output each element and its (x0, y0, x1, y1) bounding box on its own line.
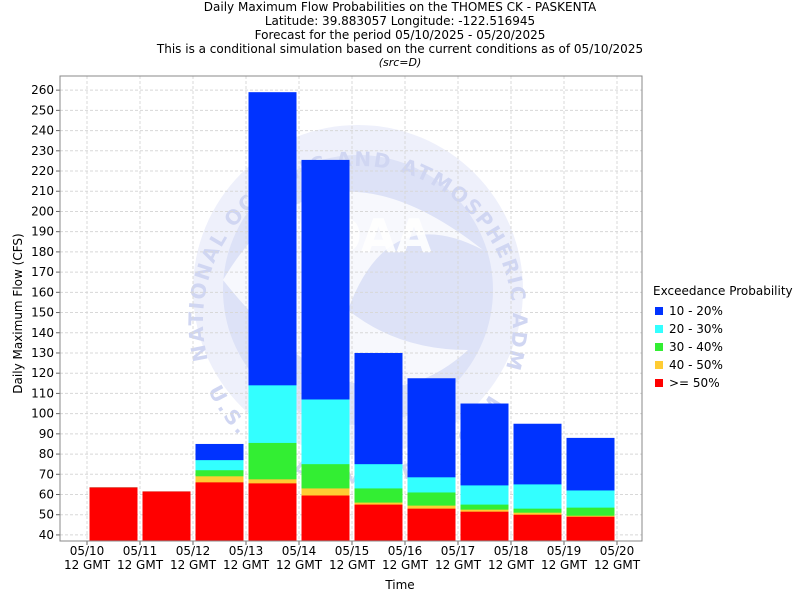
x-tick-label-date: 05/15 (335, 544, 370, 558)
chart-period: Forecast for the period 05/10/2025 - 05/… (254, 28, 546, 42)
y-tick-label: 260 (31, 83, 54, 97)
x-tick-label-date: 05/18 (494, 544, 529, 558)
bar-ge50 (407, 508, 456, 541)
legend-swatch (655, 379, 663, 387)
y-tick-label: 50 (39, 508, 54, 522)
legend-item-10-20: 10 - 20% (653, 302, 793, 320)
chart-title: Daily Maximum Flow Probabilities on the … (203, 0, 597, 14)
x-tick-label-date: 05/17 (441, 544, 476, 558)
y-tick-label: 130 (31, 346, 54, 360)
legend-label: >= 50% (669, 376, 720, 390)
legend-label: 20 - 30% (669, 322, 723, 336)
y-tick-label: 120 (31, 366, 54, 380)
legend-swatch (655, 361, 663, 369)
chart-location: Latitude: 39.883057 Longitude: -122.5169… (264, 14, 536, 28)
x-tick-label-date: 05/19 (547, 544, 582, 558)
y-tick-label: 60 (39, 488, 54, 502)
y-tick-label: 140 (31, 326, 54, 340)
x-tick-label-time: 12 GMT (541, 558, 588, 572)
y-tick-label: 210 (31, 184, 54, 198)
x-tick-label-time: 12 GMT (276, 558, 323, 572)
y-tick-label: 220 (31, 164, 54, 178)
y-tick-label: 240 (31, 124, 54, 138)
bar-ge50 (354, 504, 403, 541)
legend-item-20-30: 20 - 30% (653, 320, 793, 338)
legend-item-ge50: >= 50% (653, 374, 793, 392)
y-tick-label: 110 (31, 386, 54, 400)
x-tick-label-date: 05/11 (123, 544, 158, 558)
x-tick-label-date: 05/16 (388, 544, 423, 558)
y-tick-label: 70 (39, 467, 54, 481)
x-tick-label-time: 12 GMT (435, 558, 482, 572)
legend: Exceedance Probability 10 - 20% 20 - 30%… (653, 284, 793, 392)
bar-ge50 (301, 495, 350, 541)
y-tick-label: 100 (31, 407, 54, 421)
y-tick-label: 150 (31, 306, 54, 320)
legend-swatch (655, 343, 663, 351)
bar-ge50 (460, 511, 509, 541)
y-tick-label: 160 (31, 285, 54, 299)
x-tick-label-time: 12 GMT (170, 558, 217, 572)
legend-label: 30 - 40% (669, 340, 723, 354)
chart-title-block: Daily Maximum Flow Probabilities on the … (0, 0, 800, 70)
plot-border (59, 75, 643, 542)
y-tick-label: 170 (31, 265, 54, 279)
y-tick-label: 250 (31, 103, 54, 117)
x-tick-label-date: 05/12 (176, 544, 211, 558)
bar-ge50 (195, 482, 244, 541)
y-tick-label: 230 (31, 144, 54, 158)
x-tick-label-time: 12 GMT (64, 558, 111, 572)
legend-label: 10 - 20% (669, 304, 723, 318)
chart-condition-note: This is a conditional simulation based o… (156, 42, 644, 56)
x-axis-title: Time (385, 578, 415, 592)
x-tick-label-time: 12 GMT (117, 558, 164, 572)
x-tick-label-time: 12 GMT (223, 558, 270, 572)
chart-source: (src=D) (378, 56, 422, 69)
x-tick-label-time: 12 GMT (488, 558, 535, 572)
legend-label: 40 - 50% (669, 358, 723, 372)
y-tick-label: 90 (39, 427, 54, 441)
y-tick-label: 200 (31, 204, 54, 218)
bar-ge50 (248, 483, 297, 541)
x-tick-label-time: 12 GMT (382, 558, 429, 572)
y-tick-label: 180 (31, 245, 54, 259)
y-tick-label: 80 (39, 447, 54, 461)
y-tick-label: 190 (31, 225, 54, 239)
bar-ge50 (89, 487, 138, 541)
y-axis-title: Daily Maximum Flow (CFS) (11, 233, 25, 393)
x-tick-label-date: 05/10 (70, 544, 105, 558)
y-tick-label: 40 (39, 528, 54, 542)
x-tick-label-date: 05/14 (282, 544, 317, 558)
legend-title: Exceedance Probability (653, 284, 793, 298)
legend-swatch (655, 307, 663, 315)
x-tick-label-date: 05/13 (229, 544, 264, 558)
x-tick-label-time: 12 GMT (329, 558, 376, 572)
legend-item-30-40: 30 - 40% (653, 338, 793, 356)
bar-ge50 (142, 491, 191, 541)
bar-ge50 (566, 516, 615, 541)
legend-item-40-50: 40 - 50% (653, 356, 793, 374)
bar-ge50 (513, 514, 562, 541)
x-tick-label-time: 12 GMT (594, 558, 641, 572)
x-tick-label-date: 05/20 (600, 544, 635, 558)
legend-swatch (655, 325, 663, 333)
